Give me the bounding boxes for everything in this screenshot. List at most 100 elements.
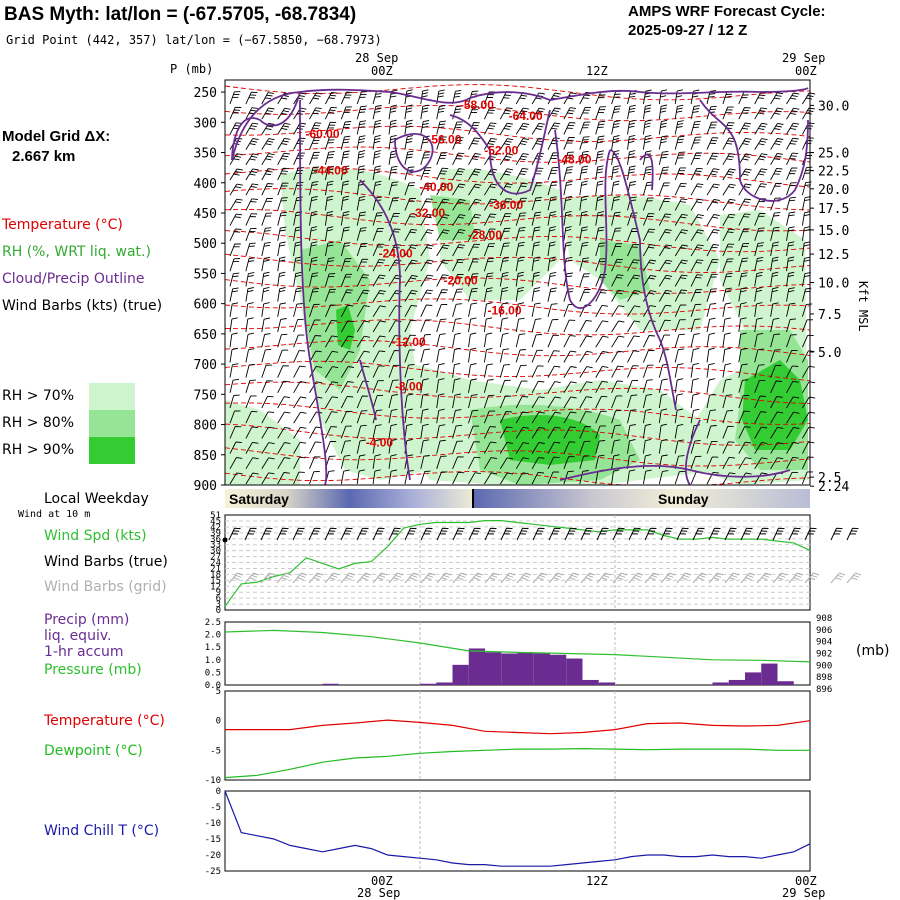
wind-barb <box>340 425 352 439</box>
wind-barb <box>563 381 577 394</box>
wind-speed-tick-label: 12 <box>210 582 221 592</box>
precip-bar <box>501 653 518 685</box>
wind-barb <box>722 332 731 348</box>
wind-barb <box>229 472 243 485</box>
surface-wind-barb-true <box>830 527 843 541</box>
wind-barb <box>754 271 763 287</box>
wind-barb <box>754 286 763 302</box>
wind-barb <box>674 167 686 181</box>
temperature-contour-line <box>224 167 811 188</box>
wind-barb <box>611 365 624 378</box>
wind-barb <box>674 274 688 287</box>
wind-barb <box>372 119 382 135</box>
height-tick-label: 5.0 <box>818 346 841 361</box>
wind-barb <box>340 242 351 257</box>
wind-barb <box>261 241 271 257</box>
wind-barb <box>690 136 702 150</box>
wind-barb <box>404 393 414 409</box>
wind-barb <box>293 137 306 150</box>
wind-barb <box>563 122 576 135</box>
wind-barb <box>658 378 668 393</box>
wind-barb <box>754 138 768 150</box>
weekday-bar: Saturday Sunday <box>225 489 810 508</box>
wind-barb <box>658 439 668 454</box>
height-tick-label: 25.0 <box>818 147 849 162</box>
wind-barb <box>245 457 259 470</box>
wind-barb <box>340 381 354 394</box>
temperature-label: -8.00 <box>395 379 423 393</box>
wind-barb <box>770 92 784 105</box>
wind-barb <box>738 243 750 257</box>
wind-barb <box>722 425 734 439</box>
wind-barb <box>261 183 274 196</box>
wind-barb <box>324 195 334 211</box>
wind-barb <box>531 107 545 120</box>
wind-barb <box>515 212 527 226</box>
wind-barb <box>277 107 291 120</box>
wind-barb <box>372 259 386 272</box>
wind-barb <box>309 396 323 409</box>
wind-barb <box>404 378 414 393</box>
wind-barb <box>738 228 750 241</box>
wind-barb <box>515 442 530 454</box>
wind-barb <box>706 425 717 439</box>
wind-barb <box>579 320 592 333</box>
wind-barb <box>674 244 689 257</box>
surface-wind-barb-true <box>532 527 545 541</box>
wind-barb <box>642 119 652 135</box>
wind-barb <box>595 180 604 196</box>
wind-barb <box>372 380 384 393</box>
wind-barb <box>722 272 733 287</box>
surface-wind-barb-true <box>468 527 481 541</box>
wind-barb <box>293 271 302 287</box>
wind-barb <box>643 274 657 287</box>
wind-barb <box>754 472 768 485</box>
wind-barb <box>388 423 397 439</box>
wind-barb <box>499 411 513 424</box>
wind-barb <box>229 213 243 226</box>
wind-barb <box>261 457 275 470</box>
temperature-contour-line <box>224 125 811 142</box>
wind-barb <box>801 241 811 257</box>
height-tick-label: 15.0 <box>818 224 849 239</box>
wind-barb <box>754 302 763 317</box>
wind-barb <box>754 426 768 439</box>
wind-barb <box>611 289 625 302</box>
precip-bar <box>517 652 534 685</box>
wind-barb <box>563 456 575 469</box>
wind-barb <box>786 107 800 120</box>
wind-barb <box>309 181 319 196</box>
wind-barb <box>452 378 461 393</box>
wind-barb <box>277 271 286 287</box>
wind-barb <box>436 289 448 302</box>
wind-barb <box>436 471 448 485</box>
wind-barb <box>229 410 241 424</box>
wind-barb <box>531 92 545 105</box>
wind-barb <box>277 152 290 166</box>
wind-barb <box>722 122 735 135</box>
wind-barb <box>515 286 524 302</box>
wind-barb <box>499 271 509 287</box>
wind-barb <box>420 229 434 242</box>
precip-bar <box>598 682 615 685</box>
wind-speed-tick-label: 39 <box>210 529 221 539</box>
wind-barb <box>229 363 239 378</box>
wind-barb <box>245 138 259 150</box>
wind-barb <box>690 120 701 135</box>
wind-barb <box>801 303 813 317</box>
wind-barb <box>547 211 557 226</box>
wind-barb <box>372 469 381 485</box>
wind-barb <box>340 320 354 333</box>
wind-barb <box>436 120 446 135</box>
wind-barb <box>786 365 799 378</box>
precip-tick-label: 1.0 <box>205 656 221 666</box>
wind-barb <box>324 151 335 165</box>
wind-barb <box>770 271 779 287</box>
surface-wind-barb-grid <box>388 572 404 584</box>
wind-barb <box>531 302 541 317</box>
wind-barb <box>309 92 323 105</box>
wind-barb <box>595 410 607 424</box>
wind-barb <box>579 273 590 287</box>
wind-barb <box>738 395 750 409</box>
surface-wind-barb-grid <box>516 572 532 584</box>
